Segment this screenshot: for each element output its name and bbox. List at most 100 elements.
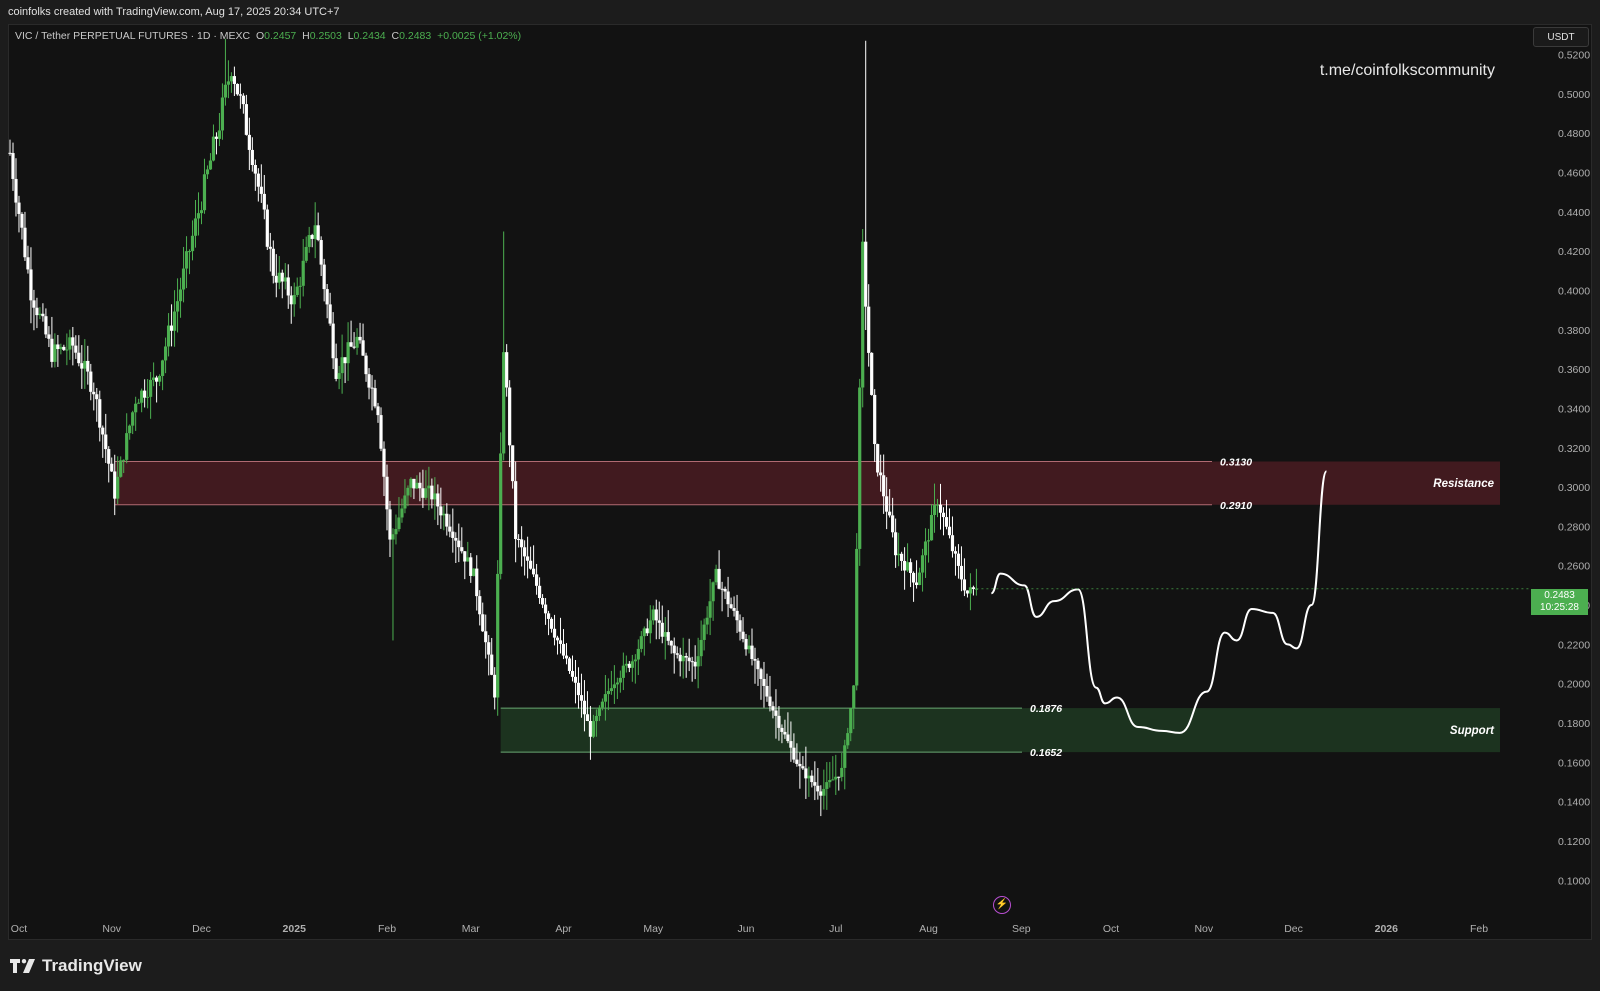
candle-body <box>163 346 168 361</box>
y-tick-label: 0.1200 <box>1558 836 1590 848</box>
candle-body <box>783 731 787 735</box>
candle-body <box>651 609 655 621</box>
candle-body <box>143 390 147 398</box>
candle-body <box>292 294 296 305</box>
candle-body <box>717 568 721 589</box>
candles-group <box>8 38 979 817</box>
candle-body <box>403 495 407 509</box>
candle-body <box>729 604 733 609</box>
candle-body <box>840 767 844 777</box>
y-axis: 0.5200 0.5000 0.4800 0.4600 0.4400 0.4200 0.40… <box>1558 49 1590 887</box>
candle-body <box>110 463 114 472</box>
close-value: 0.2483 <box>399 30 432 42</box>
candle-body <box>223 84 228 98</box>
candle-body <box>537 585 542 599</box>
candle-body <box>947 526 952 536</box>
candle-body <box>38 313 42 316</box>
candle-body <box>436 493 440 507</box>
candle-body <box>328 304 332 324</box>
candle-body <box>882 475 886 497</box>
support-zone <box>500 708 1500 753</box>
candle-body <box>47 334 51 339</box>
x-tick-label: Jul <box>829 923 842 935</box>
candle-body <box>723 588 727 592</box>
support-top-label: 0.1876 <box>1030 703 1062 715</box>
candle-body <box>798 763 802 767</box>
candle-body <box>361 340 365 356</box>
candle-body <box>735 610 739 621</box>
candle-body <box>119 460 123 477</box>
candle-body <box>14 178 18 203</box>
candle-body <box>53 344 57 362</box>
candle-body <box>831 779 835 781</box>
candle-body <box>750 645 754 659</box>
candle-body <box>433 493 437 500</box>
lightning-icon[interactable]: ⚡ <box>993 896 1011 914</box>
candle-body <box>714 568 718 583</box>
x-tick-label: Feb <box>378 923 396 935</box>
currency-button[interactable]: USDT <box>1533 27 1589 47</box>
candle-body <box>807 775 811 779</box>
resistance-bottom-label: 0.2910 <box>1220 500 1252 512</box>
resistance-zone <box>114 461 1500 505</box>
candle-body <box>876 444 880 473</box>
candle-body <box>448 526 452 532</box>
candle-body <box>546 613 551 619</box>
candle-body <box>232 76 236 84</box>
candle-body <box>23 227 27 258</box>
candle-body <box>217 130 222 139</box>
candle-body <box>178 289 183 302</box>
candle-body <box>615 682 619 685</box>
candle-body <box>523 547 527 557</box>
candle-body <box>496 573 500 698</box>
candle-body <box>409 478 413 488</box>
candle-body <box>505 352 509 388</box>
candle-body <box>834 776 838 780</box>
candle-body <box>846 733 850 746</box>
candle-body <box>8 152 12 154</box>
projection-path <box>990 470 1328 734</box>
candle-body <box>358 336 362 341</box>
candle-body <box>238 94 242 96</box>
candle-body <box>50 338 54 362</box>
candle-body <box>289 295 293 305</box>
candle-body <box>585 714 590 721</box>
candle-body <box>708 601 712 618</box>
candle-body <box>534 574 539 586</box>
brand-logo[interactable]: TradingView <box>10 956 142 976</box>
candle-body <box>956 553 961 566</box>
candle-body <box>445 513 449 527</box>
candle-body <box>89 371 93 392</box>
y-tick-label: 0.3000 <box>1558 482 1590 494</box>
candle-body <box>208 160 213 170</box>
x-tick-label: Nov <box>102 923 121 935</box>
high-value: 0.2503 <box>309 30 342 42</box>
candle-body <box>816 785 820 792</box>
candle-body <box>624 663 628 666</box>
candle-body <box>932 505 937 516</box>
candle-body <box>370 387 374 389</box>
candle-body <box>274 275 278 283</box>
candle-body <box>636 648 640 660</box>
candle-body <box>157 375 162 382</box>
support-zone-label: Support <box>1450 725 1495 737</box>
candle-body <box>310 235 314 239</box>
candle-body <box>681 655 685 662</box>
resistance-top-label: 0.3130 <box>1220 457 1252 469</box>
price-chart[interactable]: 0.3130 0.2910 Resistance 0.1876 0.1652 Suppor… <box>0 0 1600 940</box>
candle-body <box>214 136 219 139</box>
x-tick-label: May <box>643 923 664 935</box>
candle-body <box>376 406 380 416</box>
candle-body <box>472 568 476 576</box>
candle-body <box>864 241 868 307</box>
y-tick-label: 0.1800 <box>1558 718 1590 730</box>
candle-body <box>463 551 467 562</box>
candle-body <box>226 81 231 85</box>
symbol-title: VIC / Tether PERPETUAL FUTURES · 1D · ME… <box>15 30 251 42</box>
candle-body <box>618 677 622 683</box>
y-tick-label: 0.3200 <box>1558 443 1590 455</box>
candle-body <box>666 632 670 641</box>
candle-body <box>166 325 171 347</box>
candle-body <box>774 710 778 716</box>
candle-body <box>540 598 545 605</box>
